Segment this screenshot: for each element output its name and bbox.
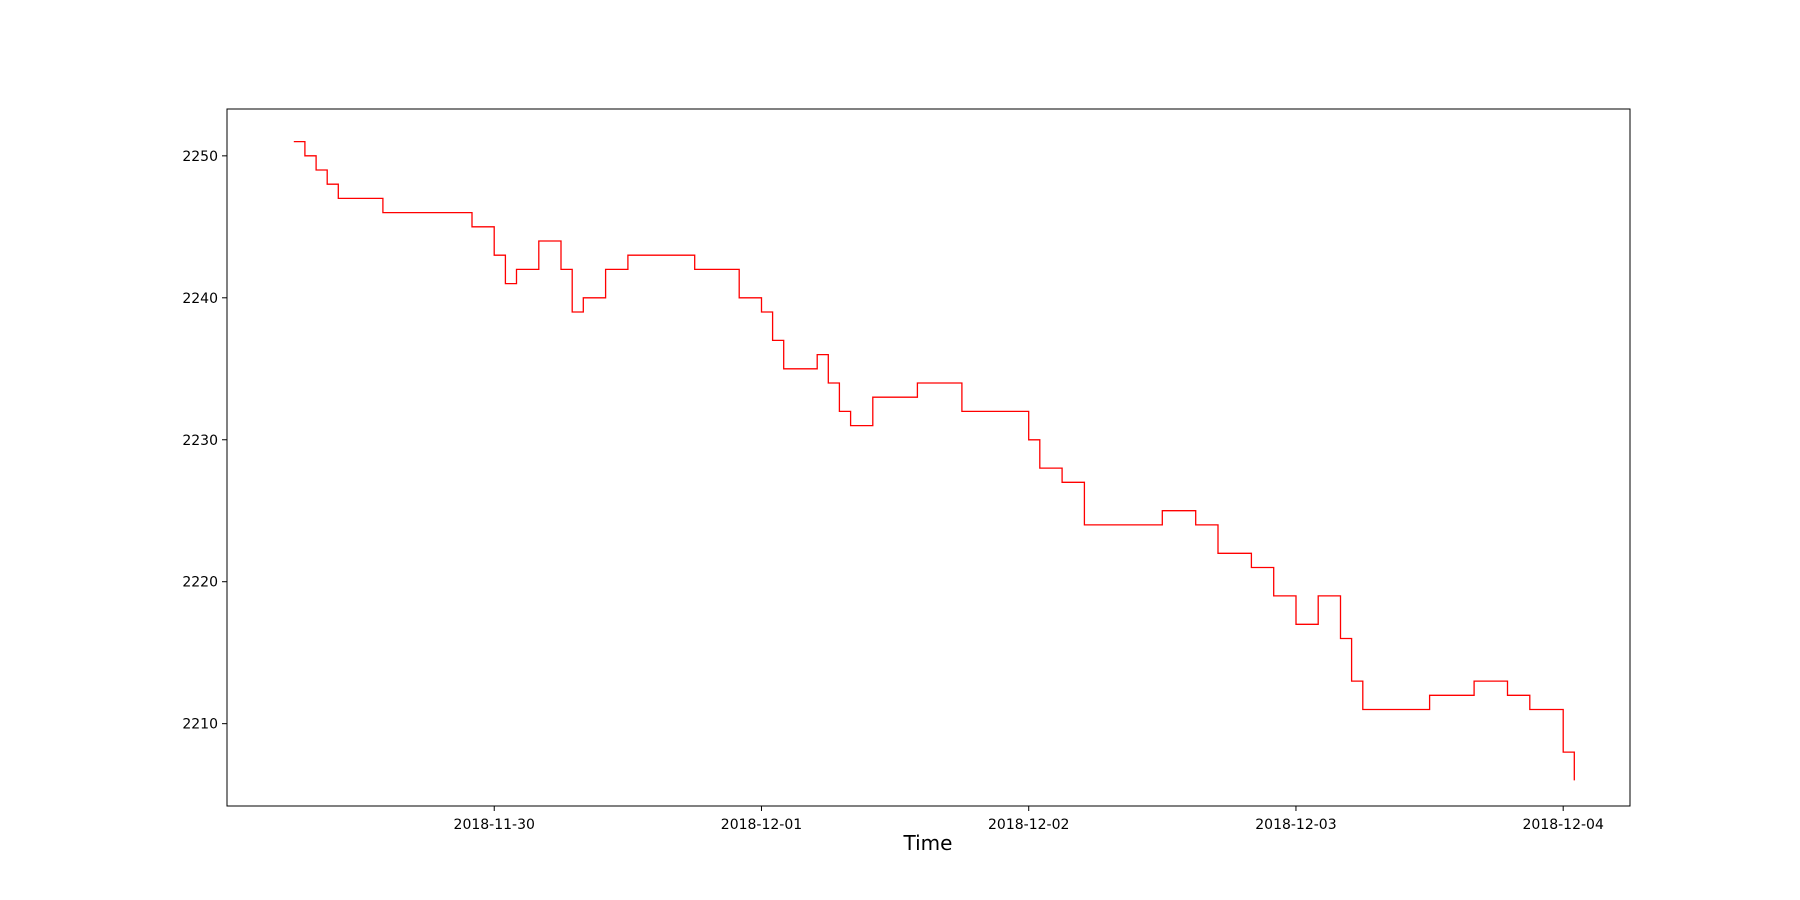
y-tick-label: 2210: [182, 717, 218, 733]
y-axis: 2210 2220 2230 2240 2250: [182, 149, 227, 733]
y-tick-label: 2250: [182, 149, 218, 165]
series-line-0: [293, 140, 1575, 781]
x-tick-label: 2018-11-30: [454, 817, 535, 833]
x-tick-label: 2018-12-04: [1523, 817, 1604, 833]
x-tick-label: 2018-12-02: [988, 817, 1069, 833]
y-tick-label: 2220: [182, 575, 218, 591]
x-axis: 2018-11-30 2018-12-01 2018-12-02 2018-12-03…: [454, 806, 1604, 833]
y-tick-label: 2240: [182, 291, 218, 307]
y-tick-label: 2230: [182, 433, 218, 449]
x-tick-label: 2018-12-03: [1255, 817, 1336, 833]
plot-area-frame: [226, 108, 1631, 807]
series-layer: [293, 140, 1575, 781]
x-axis-label: Time: [903, 831, 953, 855]
x-tick-label: 2018-12-01: [721, 817, 802, 833]
